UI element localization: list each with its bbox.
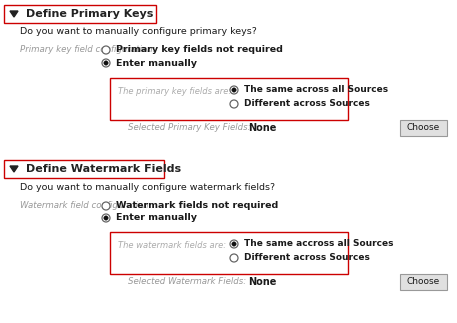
Text: Different across Sources: Different across Sources: [244, 99, 370, 109]
Polygon shape: [10, 11, 18, 17]
Text: None: None: [248, 123, 276, 133]
Circle shape: [230, 254, 238, 262]
FancyBboxPatch shape: [400, 120, 447, 136]
Text: The same across all Sources: The same across all Sources: [244, 86, 388, 95]
Circle shape: [104, 61, 108, 65]
Text: The watermark fields are:: The watermark fields are:: [118, 242, 226, 251]
Text: The same accross all Sources: The same accross all Sources: [244, 239, 393, 248]
Text: Choose: Choose: [407, 123, 440, 132]
FancyBboxPatch shape: [110, 232, 348, 274]
Text: The primary key fields are:: The primary key fields are:: [118, 88, 231, 97]
Text: Do you want to manually configure watermark fields?: Do you want to manually configure waterm…: [20, 183, 275, 193]
Circle shape: [230, 240, 238, 248]
Circle shape: [104, 216, 108, 220]
Circle shape: [102, 46, 110, 54]
Circle shape: [102, 214, 110, 222]
Text: Choose: Choose: [407, 277, 440, 287]
Text: Primary key fields not required: Primary key fields not required: [116, 46, 283, 55]
Text: Do you want to manually configure primary keys?: Do you want to manually configure primar…: [20, 27, 257, 36]
Text: Watermark fields not required: Watermark fields not required: [116, 202, 278, 211]
Circle shape: [102, 202, 110, 210]
Text: Enter manually: Enter manually: [116, 58, 197, 68]
FancyBboxPatch shape: [4, 160, 164, 178]
Text: Define Primary Keys: Define Primary Keys: [26, 9, 154, 19]
Circle shape: [232, 88, 236, 92]
Circle shape: [232, 242, 236, 246]
FancyBboxPatch shape: [4, 5, 156, 23]
FancyBboxPatch shape: [400, 274, 447, 290]
FancyBboxPatch shape: [110, 78, 348, 120]
Circle shape: [102, 59, 110, 67]
Polygon shape: [10, 166, 18, 172]
Text: None: None: [248, 277, 276, 287]
Text: Watermark field configuration:: Watermark field configuration:: [20, 202, 152, 211]
Text: Selected Primary Key Fields:: Selected Primary Key Fields:: [128, 123, 250, 132]
Circle shape: [230, 100, 238, 108]
Text: Selected Watermark Fields:: Selected Watermark Fields:: [128, 277, 246, 287]
Text: Different across Sources: Different across Sources: [244, 254, 370, 263]
Text: Enter manually: Enter manually: [116, 214, 197, 223]
Text: Define Watermark Fields: Define Watermark Fields: [26, 164, 181, 174]
Text: Primary key field configuration:: Primary key field configuration:: [20, 46, 155, 55]
Circle shape: [230, 86, 238, 94]
